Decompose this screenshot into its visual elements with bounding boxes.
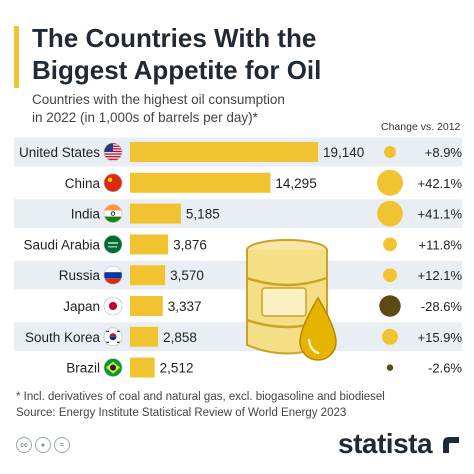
flag-brazil-icon — [103, 358, 123, 377]
value-label: 14,295 — [275, 176, 316, 191]
country-label: Brazil — [66, 361, 100, 376]
country-label: South Korea — [25, 330, 101, 345]
value-label: 5,185 — [186, 207, 220, 222]
value-label: 3,337 — [168, 299, 202, 314]
bar — [130, 265, 166, 286]
change-bubble — [377, 169, 403, 196]
country-label: India — [71, 207, 101, 222]
value-label: 19,140 — [323, 145, 364, 160]
subtitle-line-1: Countries with the highest oil consumpti… — [32, 92, 285, 107]
title-line-1: The Countries With the — [32, 23, 317, 53]
bar — [130, 326, 159, 347]
bar — [130, 142, 318, 162]
country-label: China — [65, 176, 101, 191]
change-bubble — [377, 200, 403, 227]
change-bubble — [384, 146, 396, 158]
value-label: 3,876 — [173, 237, 207, 252]
flag-saudi-arabia-icon — [103, 235, 123, 254]
value-label: 2,858 — [163, 330, 197, 345]
chart-title: The Countries With the Biggest Appetite … — [32, 22, 462, 86]
value-label: 3,570 — [170, 268, 204, 283]
change-label: -28.6% — [421, 299, 463, 314]
change-label: +11.8% — [419, 237, 463, 252]
statista-logo-mark — [443, 437, 459, 453]
change-bubble — [379, 295, 401, 317]
change-column-header: Change vs. 2012 — [381, 121, 461, 133]
change-label: -2.6% — [428, 361, 462, 376]
change-label: +42.1% — [418, 176, 463, 191]
change-label: +15.9% — [418, 330, 463, 345]
bar — [130, 296, 163, 316]
country-label: United States — [19, 145, 100, 160]
flag-south-korea-icon — [103, 327, 123, 347]
change-label: +8.9% — [425, 145, 463, 160]
country-label: Saudi Arabia — [23, 237, 100, 252]
flag-japan-icon — [103, 296, 123, 316]
change-label: +41.1% — [418, 207, 463, 222]
value-label: 2,512 — [160, 361, 194, 376]
bar — [130, 172, 271, 193]
bar — [130, 203, 181, 224]
flag-india-icon — [103, 204, 123, 223]
title-accent-bar — [14, 26, 19, 88]
change-label: +12.1% — [418, 268, 463, 283]
oil-barrel-icon — [246, 239, 337, 361]
cc-icon: cc — [16, 437, 32, 453]
flag-russia-icon — [103, 265, 123, 285]
statista-logo: statista — [338, 428, 433, 459]
bar — [130, 234, 169, 255]
chart-subtitle: Countries with the highest oil consumpti… — [32, 91, 362, 127]
title-line-2: Biggest Appetite for Oil — [32, 55, 322, 85]
country-label: Japan — [63, 299, 100, 314]
footnote-block: * Incl. derivatives of coal and natural … — [16, 389, 466, 421]
bar — [130, 357, 155, 378]
source: Source: Energy Institute Statistical Rev… — [16, 407, 347, 419]
change-bubble — [382, 328, 398, 345]
no-derivatives-icon: = — [54, 437, 70, 453]
license-icons: cc ● = — [16, 437, 70, 453]
change-bubble — [386, 364, 394, 371]
subtitle-line-2: in 2022 (in 1,000s of barrels per day)* — [32, 110, 258, 125]
change-bubble — [383, 268, 397, 283]
attribution-icon: ● — [35, 437, 51, 453]
flag-china-icon — [103, 173, 123, 193]
flag-us-icon — [103, 142, 123, 162]
footnote: * Incl. derivatives of coal and natural … — [16, 391, 385, 403]
change-bubble — [383, 237, 397, 252]
country-label: Russia — [59, 268, 101, 283]
